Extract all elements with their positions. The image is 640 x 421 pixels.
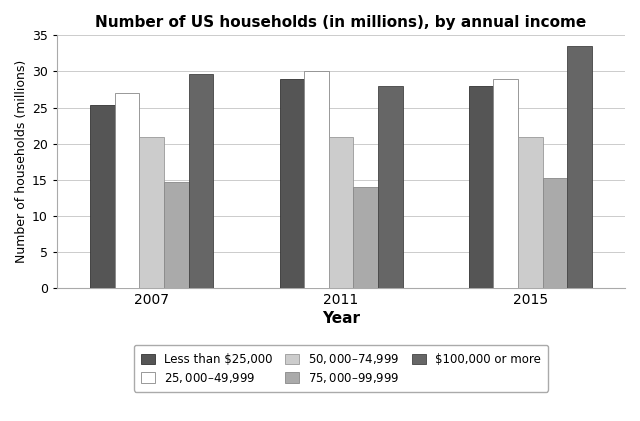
- Bar: [140, 136, 164, 288]
- Bar: [378, 86, 403, 288]
- Bar: [469, 86, 493, 288]
- Bar: [493, 79, 518, 288]
- Bar: [115, 93, 140, 288]
- Y-axis label: Number of households (millions): Number of households (millions): [15, 60, 28, 264]
- Bar: [567, 46, 592, 288]
- Bar: [304, 72, 329, 288]
- Bar: [543, 179, 567, 288]
- Bar: [353, 187, 378, 288]
- Bar: [189, 74, 213, 288]
- Bar: [90, 106, 115, 288]
- Title: Number of US households (in millions), by annual income: Number of US households (in millions), b…: [95, 15, 587, 30]
- Bar: [329, 136, 353, 288]
- Bar: [518, 136, 543, 288]
- Bar: [280, 79, 304, 288]
- Bar: [164, 182, 189, 288]
- Legend: Less than $25,000, $25,000–$49,999, $50,000–$74,999, $75,000–$99,999, $100,000 o: Less than $25,000, $25,000–$49,999, $50,…: [134, 345, 548, 392]
- X-axis label: Year: Year: [322, 312, 360, 326]
